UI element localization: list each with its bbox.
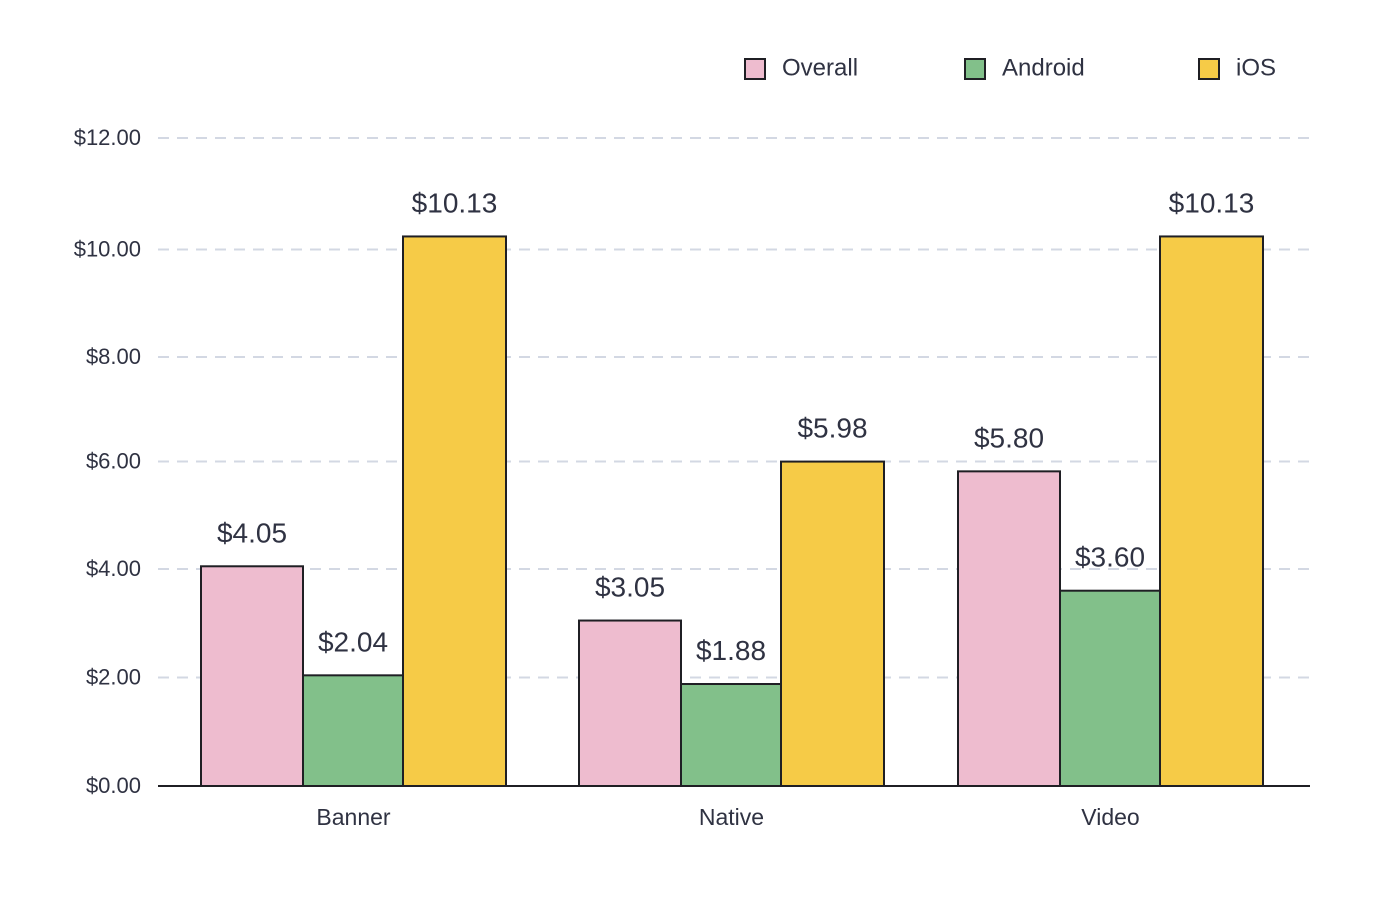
bar-ios-native[interactable]: [780, 460, 885, 787]
legend-swatch: [744, 58, 766, 80]
data-label: $1.88: [696, 635, 766, 666]
x-category-label: Video: [1081, 804, 1139, 830]
y-tick-label: $6.00: [86, 448, 141, 473]
data-label: $4.05: [217, 517, 287, 548]
bar-android-native[interactable]: [680, 683, 782, 788]
legend-swatch: [1198, 58, 1220, 80]
data-label: $3.05: [595, 572, 665, 603]
bar-overall-native[interactable]: [578, 619, 682, 787]
bar-android-video[interactable]: [1059, 589, 1161, 788]
data-label: $10.13: [1169, 187, 1255, 218]
data-label: $5.98: [797, 413, 867, 444]
y-tick-label: $4.00: [86, 556, 141, 581]
bar-ios-video[interactable]: [1159, 235, 1264, 787]
legend-swatch: [964, 58, 986, 80]
legend-label: Overall: [782, 54, 858, 81]
y-tick-label: $0.00: [86, 773, 141, 798]
bar-overall-video[interactable]: [957, 470, 1061, 787]
bar-overall-banner[interactable]: [200, 565, 304, 787]
legend-item-overall[interactable]: Overall: [744, 54, 858, 81]
legend-item-android[interactable]: Android: [964, 54, 1085, 81]
data-label: $5.80: [974, 422, 1044, 453]
bar-android-banner[interactable]: [302, 674, 404, 788]
x-category-label: Banner: [316, 804, 391, 830]
bar-ios-banner[interactable]: [402, 235, 507, 787]
bars: [200, 235, 1264, 788]
data-label: $3.60: [1075, 542, 1145, 573]
legend-label: iOS: [1236, 54, 1276, 81]
data-labels: $4.05 $2.04 $10.13 $3.05 $1.88 $5.98 $5.80 $3.6…: [217, 187, 1254, 666]
legend-item-ios[interactable]: iOS: [1198, 54, 1276, 81]
y-tick-label: $12.00: [74, 125, 141, 150]
legend-label: Android: [1002, 54, 1085, 81]
x-category-label: Native: [699, 804, 764, 830]
data-label: $2.04: [318, 626, 388, 657]
y-tick-label: $2.00: [86, 664, 141, 689]
data-label: $10.13: [412, 187, 498, 218]
axes: $0.00 $2.00 $4.00 $6.00 $8.00 $10.00 $12.00 Ban…: [74, 125, 1310, 830]
y-tick-label: $10.00: [74, 236, 141, 261]
legend[interactable]: Overall Android iOS: [744, 54, 1276, 81]
y-tick-label: $8.00: [86, 344, 141, 369]
